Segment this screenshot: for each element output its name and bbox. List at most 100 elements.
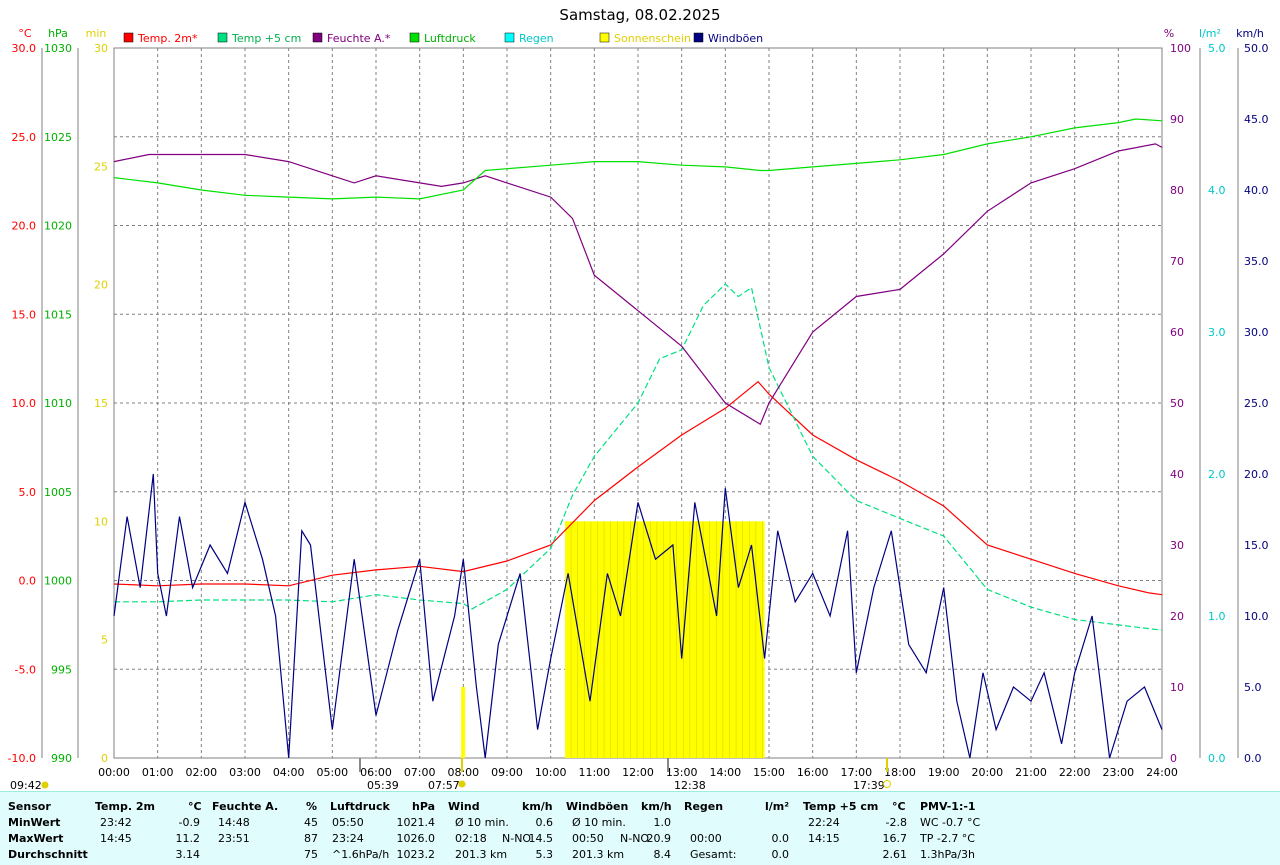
legend-swatch	[599, 32, 610, 43]
summary-cell-w_b: N-NO	[502, 832, 532, 845]
sun-unit-label: min	[86, 27, 107, 40]
x-ticks: 00:00 01:00 02:00 03:00 04:00 05:00 06:00 07:00…	[98, 766, 1178, 779]
wind-tick-label: 50.0	[1244, 42, 1269, 55]
header-luftdruck-unit: hPa	[412, 800, 436, 813]
temp-unit-label: °C	[18, 27, 32, 40]
header-feuchte-unit: %	[306, 800, 318, 813]
temp-tick-label: 5.0	[19, 486, 37, 499]
summary-cell-f_val: 75	[304, 848, 318, 861]
wind-tick-label: 15.0	[1244, 539, 1269, 552]
header-regen-unit: l/m²	[765, 800, 790, 813]
sun-icon	[41, 781, 49, 789]
summary-cell-g_a: 00:50	[572, 832, 604, 845]
summary-cell-t_val: 11.2	[175, 832, 201, 845]
x-tick-label: 04:00	[273, 766, 305, 779]
legend-label: Feuchte A.*	[327, 32, 391, 45]
wind-tick-label: 45.0	[1244, 113, 1269, 126]
x-tick-label: 13:00	[666, 766, 698, 779]
temp-tick-label: 30.0	[12, 42, 37, 55]
rain-tick-label: 0.0	[1208, 752, 1226, 765]
summary-cell-t5_val: 16.7	[882, 832, 908, 845]
summary-cell-l_time: ^1.6hPa/h	[332, 848, 390, 861]
humidity-tick-label: 30	[1170, 539, 1184, 552]
series-line-windböen	[113, 473, 1163, 759]
legend-swatch	[504, 32, 515, 43]
moonset-label: 12:38	[674, 779, 706, 791]
summary-cell-l_val: 1023.2	[396, 848, 436, 861]
legend-swatch	[312, 32, 323, 43]
legend-label: Regen	[519, 32, 554, 45]
axis-ticks: 30.025.020.015.010.05.00.0-5.0-10.010301…	[8, 42, 1269, 765]
header-windboeen-unit: km/h	[641, 800, 672, 813]
series-line-temp-5-cm	[114, 283, 1163, 631]
pressure-tick-label: 1020	[44, 220, 72, 233]
summary-cell-f_val: 45	[304, 816, 318, 829]
humidity-tick-label: 70	[1170, 255, 1184, 268]
x-tick-label: 20:00	[971, 766, 1003, 779]
header-feuchte: Feuchte A.	[212, 800, 279, 813]
summary-cell-f_time: 14:48	[218, 816, 250, 829]
summary-cell-t_time: 14:45	[100, 832, 132, 845]
legend-swatch	[123, 32, 134, 43]
summary-cell-g_val: 20.9	[646, 832, 672, 845]
humidity-unit-label: %	[1164, 27, 1174, 40]
header-luftdruck: Luftdruck	[330, 800, 390, 813]
chart-title: Samstag, 08.02.2025	[559, 6, 720, 24]
legend-swatch	[409, 32, 420, 43]
summary-cell-w_a: 02:18	[455, 832, 487, 845]
sun-tick-label: 10	[94, 515, 108, 528]
x-tick-label: 12:00	[622, 766, 654, 779]
sunset-label: 17:39	[853, 779, 885, 791]
x-tick-label: 10:00	[535, 766, 567, 779]
header-temp5: Temp +5 cm	[803, 800, 879, 813]
x-tick-label: 09:00	[491, 766, 523, 779]
wind-tick-label: 20.0	[1244, 468, 1269, 481]
x-tick-label: 17:00	[840, 766, 872, 779]
series-lines	[113, 118, 1163, 759]
summary-cell-t5_time: 14:15	[808, 832, 840, 845]
summary-cell-w_val: 0.6	[535, 816, 554, 829]
x-tick-label: 03:00	[229, 766, 261, 779]
summary-cell-w_val: 14.5	[528, 832, 554, 845]
axis-units: °C hPa min % l/m² km/h	[18, 27, 1264, 40]
x-tick-label: 11:00	[578, 766, 610, 779]
humidity-tick-label: 50	[1170, 397, 1184, 410]
sunrise-icon	[458, 780, 466, 788]
legend-label: Luftdruck	[424, 32, 476, 45]
humidity-tick-label: 20	[1170, 610, 1184, 623]
sun-events: 05:39 07:57 12:38 17:39 09:42	[10, 758, 891, 791]
sun-tick-label: 20	[94, 279, 108, 292]
header-sensor: Sensor	[8, 800, 51, 813]
rain-tick-label: 2.0	[1208, 468, 1226, 481]
summary-cell-l_time: 05:50	[332, 816, 364, 829]
x-tick-label: 18:00	[884, 766, 916, 779]
rain-tick-label: 5.0	[1208, 42, 1226, 55]
humidity-tick-label: 90	[1170, 113, 1184, 126]
sunset-icon	[883, 780, 891, 788]
summary-cell-g_val: 1.0	[653, 816, 672, 829]
summary-cell-pmv: 1.3hPa/3h	[920, 848, 976, 861]
humidity-tick-label: 0	[1170, 752, 1177, 765]
wind-unit-label: km/h	[1236, 27, 1264, 40]
rain-tick-label: 1.0	[1208, 610, 1226, 623]
x-tick-label: 02:00	[185, 766, 217, 779]
x-tick-label: 21:00	[1015, 766, 1047, 779]
summary-cell-r_a: 00:00	[690, 832, 722, 845]
summary-cell-t5_val: -2.8	[885, 816, 907, 829]
temp-tick-label: -5.0	[15, 663, 36, 676]
x-tick-label: 15:00	[753, 766, 785, 779]
x-tick-label: 19:00	[928, 766, 960, 779]
summary-cell-f_time: 23:51	[218, 832, 250, 845]
sun-tick-label: 15	[94, 397, 108, 410]
wind-tick-label: 5.0	[1244, 681, 1262, 694]
pressure-tick-label: 1025	[44, 131, 72, 144]
pressure-unit-label: hPa	[48, 27, 68, 40]
summary-cell-t5_val: 2.61	[882, 848, 908, 861]
header-windboeen: Windböen	[566, 800, 629, 813]
summary-cell-r_a: Gesamt:	[690, 848, 737, 861]
summary-cell-w_a: Ø 10 min.	[455, 816, 509, 829]
x-tick-label: 08:00	[447, 766, 479, 779]
temp-tick-label: 15.0	[12, 308, 37, 321]
pressure-tick-label: 990	[51, 752, 72, 765]
x-tick-label: 22:00	[1059, 766, 1091, 779]
